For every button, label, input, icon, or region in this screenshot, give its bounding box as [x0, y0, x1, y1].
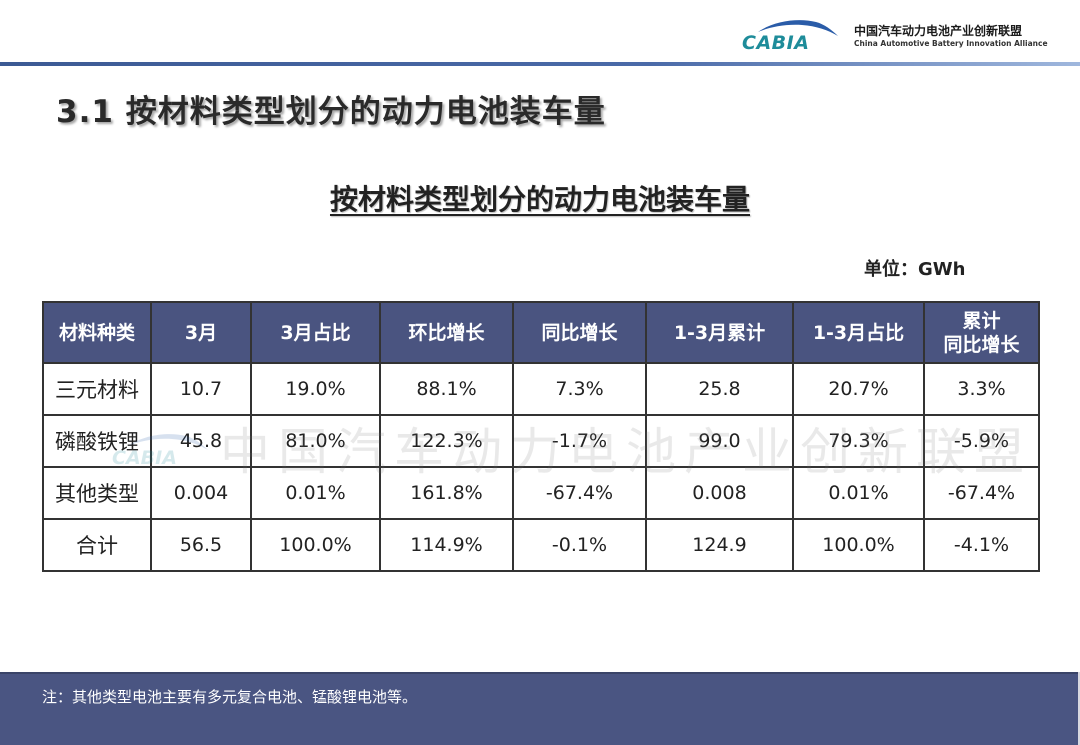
svg-text:CABIA: CABIA: [742, 32, 809, 52]
table-row-total: 合计 56.5 100.0% 114.9% -0.1% 124.9 100.0%…: [42, 518, 1040, 572]
cell-ytd-yoy-growth: 3.3%: [923, 362, 1040, 416]
cell-march-share: 19.0%: [250, 362, 381, 416]
table-title: 按材料类型划分的动力电池装车量: [329, 183, 750, 216]
table-row: 三元材料 10.7 19.0% 88.1% 7.3% 25.8 20.7% 3.…: [42, 362, 1040, 416]
cell-yoy-growth: -0.1%: [512, 518, 647, 572]
cell-march-share: 0.01%: [250, 466, 381, 520]
cell-mom-growth: 114.9%: [379, 518, 514, 572]
cell-yoy-growth: -67.4%: [512, 466, 647, 520]
header-mom-growth: 环比增长: [379, 301, 514, 364]
cell-ytd-total: 0.008: [645, 466, 794, 520]
cabia-logo-icon: CABIA: [742, 20, 838, 52]
cell-march: 45.8: [150, 414, 252, 468]
cell-ytd-share: 100.0%: [792, 518, 925, 572]
header-ytd-yoy-line2: 同比增长: [943, 333, 1020, 356]
cell-yoy-growth: -1.7%: [512, 414, 647, 468]
header-divider: [0, 62, 1080, 66]
table-row: 磷酸铁锂 45.8 81.0% 122.3% -1.7% 99.0 79.3% …: [42, 414, 1040, 468]
table-title-wrap: 按材料类型划分的动力电池装车量: [0, 178, 1080, 218]
cell-ytd-yoy-growth: -67.4%: [923, 466, 1040, 520]
battery-material-table: 材料种类 3月 3月占比 环比增长 同比增长 1-3月累计 1-3月占比 累计 …: [42, 301, 1040, 572]
header-yoy-growth: 同比增长: [512, 301, 647, 364]
footer-bar: 注：其他类型电池主要有多元复合电池、锰酸锂电池等。: [0, 672, 1078, 745]
cell-ytd-share: 0.01%: [792, 466, 925, 520]
header-ytd-share: 1-3月占比: [792, 301, 925, 364]
cell-march: 0.004: [150, 466, 252, 520]
org-name: 中国汽车动力电池产业创新联盟 China Automotive Battery …: [854, 24, 1048, 49]
org-name-en: China Automotive Battery Innovation Alli…: [854, 39, 1048, 48]
table-row: 其他类型 0.004 0.01% 161.8% -67.4% 0.008 0.0…: [42, 466, 1040, 520]
header-ytd-total: 1-3月累计: [645, 301, 794, 364]
org-name-cn: 中国汽车动力电池产业创新联盟: [854, 24, 1023, 38]
unit-label: 单位：GWh: [864, 259, 966, 280]
cell-march: 10.7: [150, 362, 252, 416]
cell-ytd-yoy-growth: -5.9%: [923, 414, 1040, 468]
cell-march-share: 100.0%: [250, 518, 381, 572]
cell-mom-growth: 161.8%: [379, 466, 514, 520]
header-ytd-yoy-line1: 累计: [962, 309, 1001, 332]
cell-ytd-share: 20.7%: [792, 362, 925, 416]
cell-march: 56.5: [150, 518, 252, 572]
cell-mom-growth: 88.1%: [379, 362, 514, 416]
cell-material: 其他类型: [42, 466, 152, 520]
cell-material: 合计: [42, 518, 152, 572]
header-march-share: 3月占比: [250, 301, 381, 364]
cell-ytd-yoy-growth: -4.1%: [923, 518, 1040, 572]
cell-ytd-total: 124.9: [645, 518, 794, 572]
cell-material: 三元材料: [42, 362, 152, 416]
section-title: 3.1 按材料类型划分的动力电池装车量: [56, 94, 606, 130]
cell-march-share: 81.0%: [250, 414, 381, 468]
cell-ytd-total: 25.8: [645, 362, 794, 416]
footer-note: 注：其他类型电池主要有多元复合电池、锰酸锂电池等。: [42, 688, 418, 706]
header-march: 3月: [150, 301, 252, 364]
cell-material: 磷酸铁锂: [42, 414, 152, 468]
slide-edge: [1078, 672, 1080, 745]
header-material-type: 材料种类: [42, 301, 152, 364]
header-ytd-yoy-growth: 累计 同比增长: [923, 301, 1040, 364]
cell-ytd-total: 99.0: [645, 414, 794, 468]
table-header-row: 材料种类 3月 3月占比 环比增长 同比增长 1-3月累计 1-3月占比 累计 …: [42, 301, 1040, 364]
cell-ytd-share: 79.3%: [792, 414, 925, 468]
cell-yoy-growth: 7.3%: [512, 362, 647, 416]
cell-mom-growth: 122.3%: [379, 414, 514, 468]
